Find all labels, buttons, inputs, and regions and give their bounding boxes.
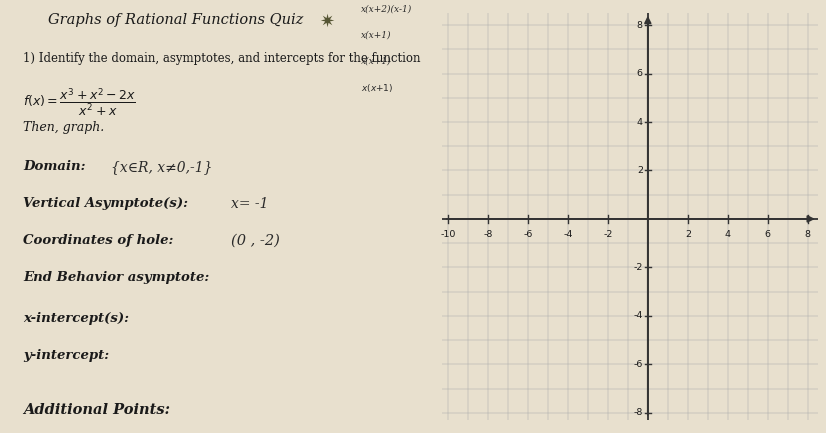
Text: ✷: ✷: [319, 13, 335, 31]
Text: 4: 4: [724, 230, 731, 239]
Text: {x∈R, x≠0,-1}: {x∈R, x≠0,-1}: [111, 160, 212, 174]
Text: Domain:: Domain:: [23, 160, 86, 173]
Text: -8: -8: [483, 230, 492, 239]
Text: y-intercept:: y-intercept:: [23, 349, 109, 362]
Text: Coordinates of hole:: Coordinates of hole:: [23, 234, 173, 247]
Text: $f(x)=\dfrac{x^3+x^2-2x}{x^2+x}$: $f(x)=\dfrac{x^3+x^2-2x}{x^2+x}$: [23, 87, 136, 118]
Text: -8: -8: [634, 408, 643, 417]
Text: Then, graph.: Then, graph.: [23, 121, 104, 134]
Text: x(x+1): x(x+1): [361, 56, 392, 65]
Text: -2: -2: [603, 230, 613, 239]
Text: 4: 4: [637, 117, 643, 126]
Text: 3: 3: [444, 65, 453, 79]
Text: $x(x{+}1)$: $x(x{+}1)$: [361, 82, 393, 94]
Text: -2: -2: [634, 263, 643, 272]
Text: Vertical Asymptote(s):: Vertical Asymptote(s):: [23, 197, 188, 210]
Text: Graphs of Rational Functions Quiz: Graphs of Rational Functions Quiz: [48, 13, 303, 27]
Text: 6: 6: [765, 230, 771, 239]
Text: -10: -10: [440, 230, 456, 239]
Text: Additional Points:: Additional Points:: [23, 403, 170, 417]
Text: End Behavior asymptote:: End Behavior asymptote:: [23, 271, 209, 284]
Text: -6: -6: [634, 360, 643, 369]
Text: 8: 8: [805, 230, 811, 239]
Text: x(x+2)(x-1): x(x+2)(x-1): [361, 4, 412, 13]
Text: -4: -4: [634, 311, 643, 320]
Text: -6: -6: [523, 230, 533, 239]
Text: 2: 2: [637, 166, 643, 175]
Text: -4: -4: [563, 230, 572, 239]
Text: x-intercept(s):: x-intercept(s):: [23, 312, 129, 325]
Text: x= -1: x= -1: [231, 197, 268, 211]
Text: 1) Identify the domain, asymptotes, and intercepts for the function: 1) Identify the domain, asymptotes, and …: [23, 52, 425, 65]
Text: 8: 8: [637, 21, 643, 29]
Text: 2: 2: [685, 230, 691, 239]
Text: (0 , -2): (0 , -2): [231, 234, 280, 248]
Text: 6: 6: [637, 69, 643, 78]
Text: x(x+1): x(x+1): [361, 30, 392, 39]
